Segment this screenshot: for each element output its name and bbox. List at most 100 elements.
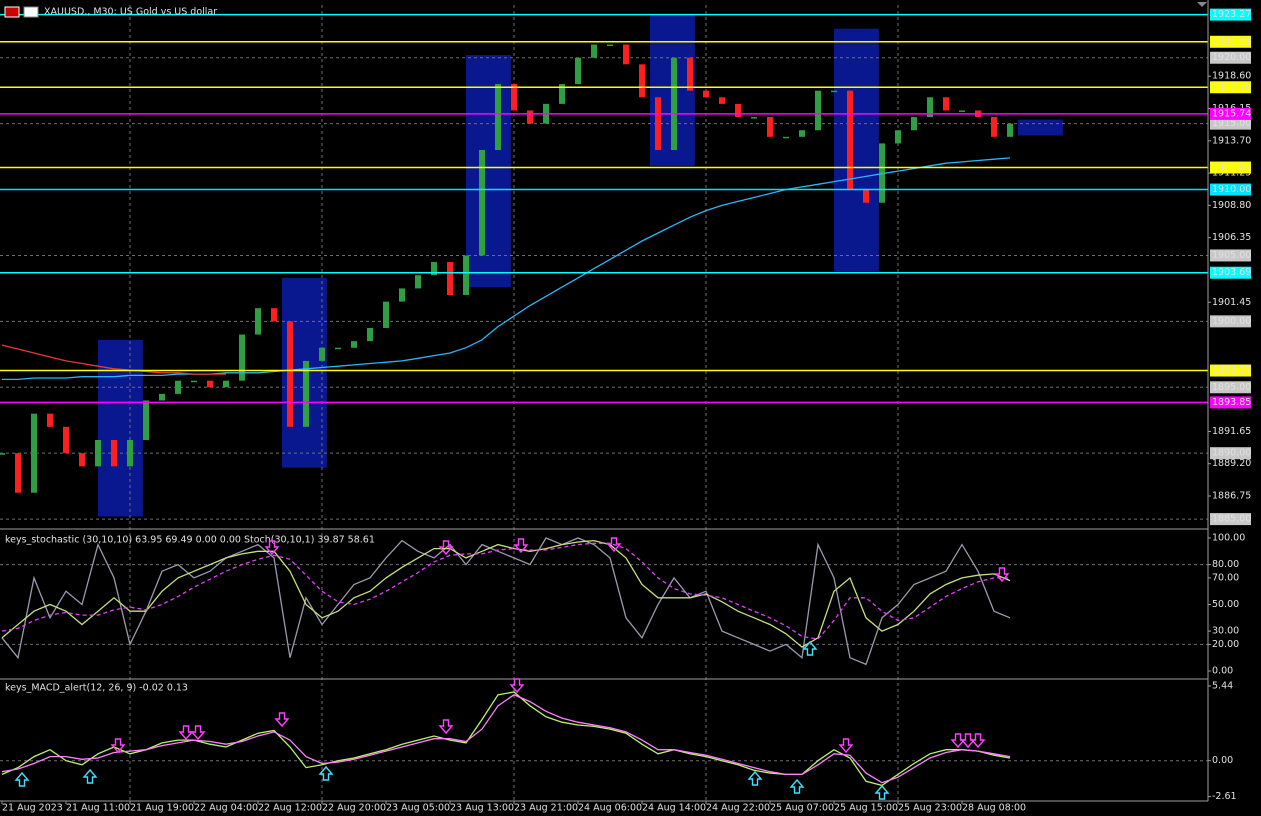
price-bar: [671, 57, 677, 150]
x-tick-label: 21 Aug 19:00: [130, 803, 194, 814]
price-bar: [575, 57, 581, 85]
price-bar: [351, 341, 357, 348]
grid-label: 1895.00: [1212, 382, 1251, 393]
price-bar: [287, 321, 293, 427]
series-line: [1, 694, 1011, 784]
price-bar: [207, 380, 213, 388]
level-label: 1910.00: [1212, 184, 1251, 195]
price-bar: [447, 262, 453, 295]
price-bar: [831, 90, 837, 93]
price-bar: [335, 347, 341, 350]
y-tick-label: 50.00: [1212, 599, 1239, 610]
price-bar: [143, 400, 149, 440]
price-bar: [63, 426, 69, 454]
price-bar: [719, 97, 725, 104]
price-bar: [511, 84, 517, 111]
price-bar: [431, 262, 437, 276]
symbol-flag[interactable]: [4, 6, 20, 18]
level-label: 1923.27: [1212, 9, 1251, 20]
price-bar: [383, 301, 389, 328]
signal-zone: [1018, 119, 1063, 136]
price-bar: [495, 84, 501, 150]
x-tick-label: 24 Aug 06:00: [578, 803, 642, 814]
price-bar: [751, 117, 757, 119]
grid-label-box: [1210, 315, 1251, 328]
price-bar: [319, 347, 325, 361]
level-label: 1903.69: [1212, 267, 1251, 278]
price-bar: [191, 380, 197, 383]
level-label-box: [1210, 35, 1251, 48]
symbol-icon[interactable]: [23, 6, 39, 18]
level-label: 1893.85: [1212, 397, 1251, 408]
price-bar: [687, 57, 693, 91]
price-bar: [623, 44, 629, 65]
price-bar: [223, 380, 229, 388]
scroll-marker: [1197, 2, 1207, 7]
price-bar: [111, 440, 117, 467]
grid-label: 1920.00: [1212, 52, 1251, 63]
y-tick-label: 0.00: [1212, 755, 1233, 766]
y-tick-label: 30.00: [1212, 626, 1239, 637]
price-bar: [847, 90, 853, 190]
x-tick-label: 28 Aug 08:00: [962, 803, 1026, 814]
price-bar: [927, 97, 933, 118]
signal-zone: [98, 339, 143, 517]
grid-label-box: [1210, 447, 1251, 460]
x-tick-label: 21 Aug 11:00: [66, 803, 130, 814]
y-tick-label: 1908.80: [1212, 200, 1251, 211]
chart-title: XAUUSD., M30: US Gold vs US dollar: [44, 7, 217, 18]
x-tick-label: 25 Aug 07:00: [770, 803, 834, 814]
grid-label: 1900.00: [1212, 316, 1251, 327]
y-tick-label: 80.00: [1212, 559, 1239, 570]
grid-label-box: [1210, 249, 1251, 262]
grid-label-box: [1210, 381, 1251, 394]
x-tick-label: 22 Aug 04:00: [194, 803, 258, 814]
level-label-box: [1210, 81, 1251, 94]
price-bar: [15, 453, 21, 493]
level-label-box: [1210, 107, 1251, 120]
x-tick-label: 25 Aug 23:00: [898, 803, 962, 814]
price-bar: [959, 110, 965, 112]
level-label: 1917.76: [1212, 82, 1251, 93]
price-bar: [367, 327, 373, 342]
x-tick-label: 24 Aug 14:00: [642, 803, 706, 814]
x-tick-label: 22 Aug 12:00: [258, 803, 322, 814]
series-line: [1, 537, 1011, 666]
price-bar: [1007, 123, 1013, 137]
level-label-box: [1210, 364, 1251, 377]
x-tick-label: 22 Aug 20:00: [322, 803, 386, 814]
x-tick-label: 24 Aug 22:00: [706, 803, 770, 814]
price-bar: [415, 275, 421, 289]
series-line: [1, 344, 226, 375]
y-tick-label: 1906.35: [1212, 232, 1251, 243]
grid-label: 1915.00: [1212, 118, 1251, 129]
price-bar: [159, 393, 165, 401]
price-bar: [303, 360, 309, 427]
y-tick-label: 0.00: [1212, 666, 1233, 677]
price-bar: [239, 334, 245, 381]
x-tick-label: 25 Aug 15:00: [834, 803, 898, 814]
labels-layer: 1918.601916.151913.701911.251908.801906.…: [2, 8, 1251, 814]
price-bar: [767, 117, 773, 137]
y-tick-label: 70.00: [1212, 572, 1239, 583]
price-bar: [895, 130, 901, 144]
price-bar: [95, 440, 101, 467]
level-label-box: [1210, 161, 1251, 174]
price-bar: [639, 64, 645, 98]
grid-label: 1905.00: [1212, 250, 1251, 261]
price-bar: [559, 84, 565, 104]
y-tick-label: 1889.20: [1212, 458, 1251, 469]
x-tick-label: 23 Aug 05:00: [386, 803, 450, 814]
price-bar: [79, 453, 85, 467]
price-bar: [735, 103, 741, 118]
price-bar: [175, 380, 181, 394]
level-label: 1915.74: [1212, 108, 1251, 119]
toolbar-icons: [4, 2, 1207, 18]
x-tick-label: 23 Aug 13:00: [450, 803, 514, 814]
y-tick-label: 100.00: [1212, 532, 1245, 543]
price-bar: [255, 308, 261, 335]
price-bar: [47, 413, 53, 427]
price-bar: [127, 440, 133, 467]
